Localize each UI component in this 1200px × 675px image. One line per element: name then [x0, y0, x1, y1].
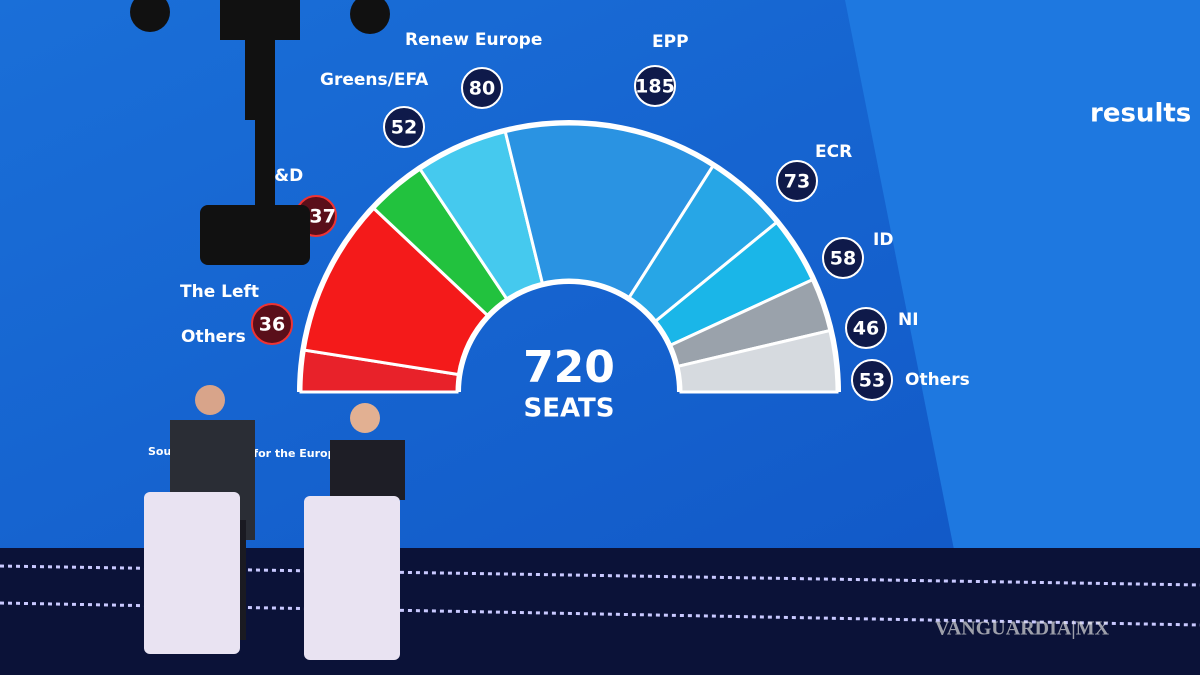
seat-badge: [461, 67, 503, 109]
watermark: VANGUARDIA|MX: [935, 618, 1110, 640]
party-name: The Left: [180, 282, 259, 302]
seat-segment: [503, 122, 716, 300]
podium: [304, 496, 400, 660]
seat-count: 80: [469, 78, 495, 100]
seat-badge: [845, 307, 887, 349]
party-name: Greens/EFA: [320, 70, 429, 90]
camera-crane: [130, 0, 390, 265]
party-name: ID: [873, 230, 893, 250]
party-name: EPP: [652, 32, 689, 52]
left-others-label: Others: [181, 327, 246, 347]
side-text: results: [1090, 99, 1191, 129]
seat-badge: [383, 106, 425, 148]
seat-segment: [676, 328, 839, 394]
party-name: ECR: [815, 142, 852, 162]
party-name: Others: [905, 370, 970, 390]
podium: [144, 492, 240, 654]
seat-count: 185: [635, 76, 675, 98]
seat-count: 53: [859, 370, 885, 392]
party-name: Renew Europe: [405, 30, 542, 50]
seat-badge: [822, 237, 864, 279]
seat-badge: [251, 303, 293, 345]
seat-count: 52: [391, 117, 417, 139]
total-label: SEATS: [523, 394, 614, 424]
seat-count: 73: [784, 171, 810, 193]
seat-count: 36: [259, 314, 285, 336]
presenter: [330, 403, 405, 500]
seat-badge: [776, 160, 818, 202]
total-seats: 720: [523, 342, 615, 393]
seat-count: 58: [830, 248, 856, 270]
seat-count: 46: [853, 318, 879, 340]
seat-badge: [851, 359, 893, 401]
seat-badge: [634, 65, 676, 107]
party-name: NI: [898, 310, 919, 330]
side-screen: [845, 0, 1200, 600]
